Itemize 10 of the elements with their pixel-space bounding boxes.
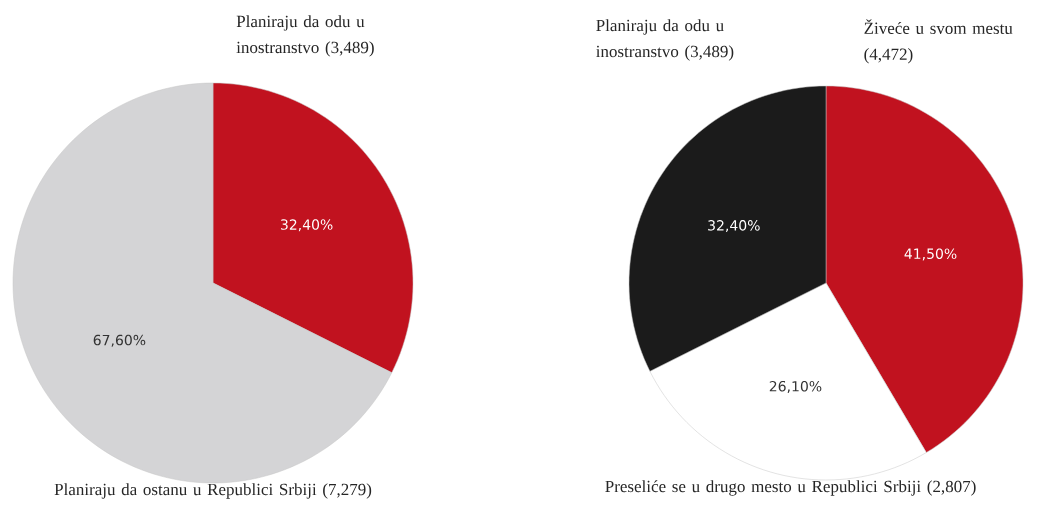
data-label: 32,40% (280, 219, 333, 232)
slice-label: Planiraju da odu u inostranstvo (3,489) (236, 15, 374, 57)
slice-label: Preseliće se u drugo mesto u Republici Srbiji (2,807) (605, 480, 976, 496)
slice-label: Živeće u svom mestu (4,472) (864, 19, 1013, 64)
data-label: 26,10% (769, 380, 822, 393)
data-label: 32,40% (708, 220, 760, 233)
data-label: 67,60% (93, 334, 146, 347)
slice-label: Planiraju da odu u inostranstvo (3,489) (596, 19, 734, 61)
data-label: 41,50% (904, 248, 957, 261)
slice-label: Planiraju da ostanu u Republici Srbiji (7,279) (54, 483, 372, 499)
